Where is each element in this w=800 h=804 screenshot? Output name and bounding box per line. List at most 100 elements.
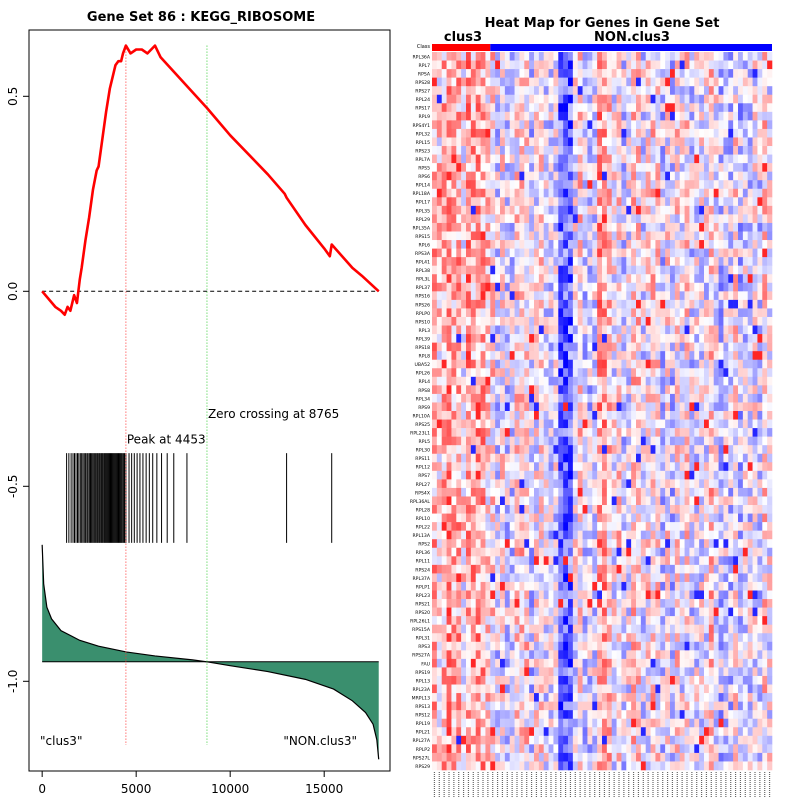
- heatmap-cell: [675, 86, 680, 95]
- heatmap-cell: [558, 360, 563, 369]
- heatmap-cell: [587, 180, 592, 189]
- heatmap-cell: [456, 471, 461, 480]
- heatmap-cell: [495, 437, 500, 446]
- heatmap-cell: [510, 189, 515, 198]
- heatmap-cell: [767, 291, 772, 300]
- heatmap-cell: [762, 531, 767, 540]
- heatmap-cell: [510, 172, 515, 181]
- heatmap-cell: [685, 137, 690, 146]
- heatmap-cell: [612, 163, 617, 172]
- heatmap-cell: [617, 155, 622, 164]
- heatmap-cell: [490, 522, 495, 531]
- heatmap-cell: [748, 548, 753, 557]
- heatmap-cell: [699, 394, 704, 403]
- heatmap-cell: [680, 232, 685, 241]
- heatmap-cell: [621, 308, 626, 317]
- heatmap-cell: [685, 232, 690, 241]
- heatmap-cell: [510, 368, 515, 377]
- heatmap-cell: [451, 599, 456, 608]
- heatmap-cell: [694, 291, 699, 300]
- heatmap-cell: [437, 172, 442, 181]
- heatmap-cell: [607, 633, 612, 642]
- heatmap-cell: [738, 402, 743, 411]
- heatmap-cell: [719, 223, 724, 232]
- heatmap-cell: [432, 52, 437, 61]
- heatmap-cell: [714, 488, 719, 497]
- heatmap-cell: [568, 591, 573, 600]
- heatmap-cell: [432, 78, 437, 87]
- heatmap-cell: [456, 582, 461, 591]
- heatmap-cell: [466, 52, 471, 61]
- heatmap-cell: [549, 163, 554, 172]
- heatmap-cell: [655, 343, 660, 352]
- heatmap-cell: [709, 163, 714, 172]
- heatmap-cell: [670, 283, 675, 292]
- heatmap-cell: [505, 522, 510, 531]
- heatmap-cell: [466, 326, 471, 335]
- heatmap-cell: [621, 189, 626, 198]
- heatmap-cell: [544, 334, 549, 343]
- heatmap-cell: [636, 368, 641, 377]
- heatmap-cell: [636, 402, 641, 411]
- heatmap-cell: [641, 479, 646, 488]
- heatmap-cell: [689, 531, 694, 540]
- heatmap-cell: [534, 69, 539, 78]
- heatmap-cell: [709, 394, 714, 403]
- heatmap-cell: [524, 377, 529, 386]
- heatmap-cell: [534, 445, 539, 454]
- heatmap-cell: [476, 445, 481, 454]
- heatmap-cell: [597, 539, 602, 548]
- heatmap-cell: [626, 539, 631, 548]
- heatmap-cell: [694, 522, 699, 531]
- heatmap-cell: [558, 531, 563, 540]
- heatmap-cell: [583, 599, 588, 608]
- heatmap-cell: [466, 214, 471, 223]
- heatmap-cell: [534, 402, 539, 411]
- heatmap-cell: [524, 642, 529, 651]
- heatmap-cell: [651, 52, 656, 61]
- heatmap-cell: [748, 625, 753, 634]
- heatmap-cell: [748, 539, 753, 548]
- heatmap-cell: [728, 155, 733, 164]
- heatmap-cell: [694, 189, 699, 198]
- heatmap-cell: [592, 548, 597, 557]
- heatmap-cell: [612, 317, 617, 326]
- heatmap-cell: [592, 112, 597, 121]
- heatmap-cell: [612, 214, 617, 223]
- heatmap-cell: [529, 539, 534, 548]
- heatmap-cell: [481, 214, 486, 223]
- heatmap-cell: [651, 137, 656, 146]
- heatmap-cell: [617, 351, 622, 360]
- heatmap-cell: [549, 599, 554, 608]
- heatmap-cell: [485, 488, 490, 497]
- heatmap-cell: [442, 402, 447, 411]
- heatmap-cell: [549, 368, 554, 377]
- heatmap-cell: [437, 120, 442, 129]
- heatmap-cell: [651, 556, 656, 565]
- heatmap-cell: [578, 266, 583, 275]
- heatmap-cell: [597, 445, 602, 454]
- heatmap-cell: [699, 573, 704, 582]
- heatmap-cell: [733, 155, 738, 164]
- heatmap-cell: [432, 445, 437, 454]
- heatmap-cell: [607, 343, 612, 352]
- heatmap-cell: [651, 69, 656, 78]
- heatmap-cell: [665, 488, 670, 497]
- heatmap-cell: [743, 223, 748, 232]
- heatmap-cell: [447, 129, 452, 138]
- heatmap-cell: [602, 633, 607, 642]
- heatmap-cell: [602, 146, 607, 155]
- heatmap-cell: [636, 437, 641, 446]
- heatmap-cell: [651, 232, 656, 241]
- heatmap-cell: [442, 257, 447, 266]
- heatmap-cell: [670, 437, 675, 446]
- heatmap-cell: [549, 351, 554, 360]
- heatmap-cell: [636, 548, 641, 557]
- heatmap-cell: [699, 249, 704, 258]
- heatmap-cell: [743, 206, 748, 215]
- heatmap-cell: [757, 454, 762, 463]
- heatmap-cell: [553, 411, 558, 420]
- heatmap-cell: [529, 428, 534, 437]
- heatmap-cell: [612, 240, 617, 249]
- heatmap-cell: [743, 411, 748, 420]
